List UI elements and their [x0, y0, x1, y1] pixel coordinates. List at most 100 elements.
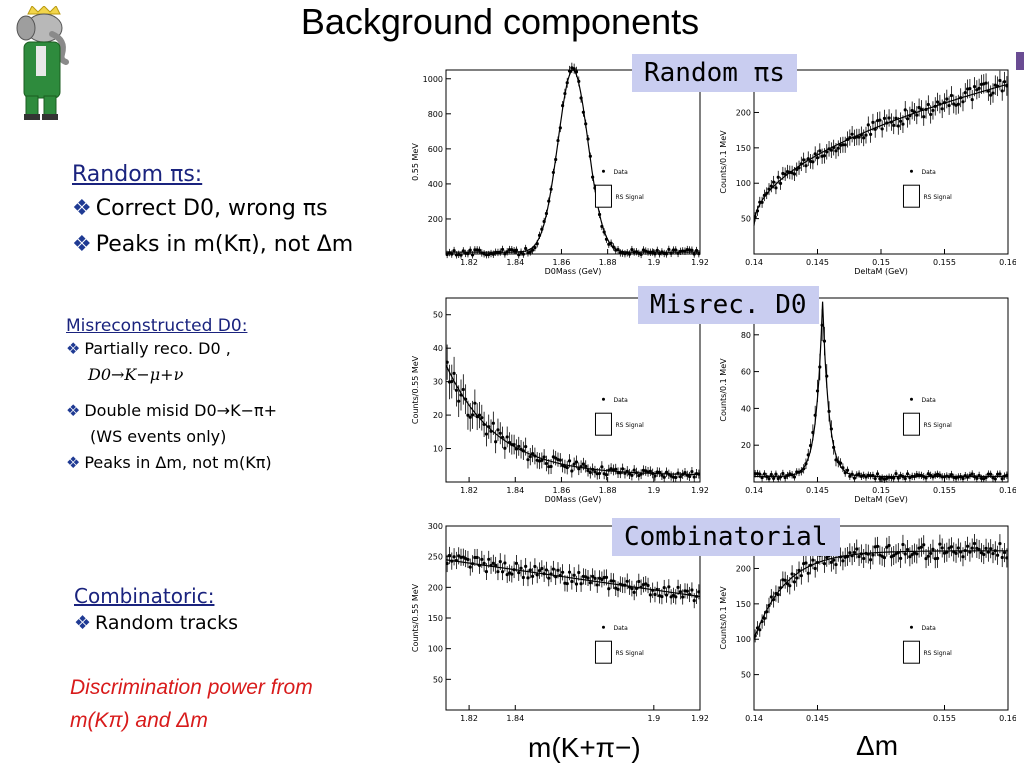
diamond-bullet-icon: ❖: [66, 401, 81, 420]
plot-frame: [753, 297, 1009, 483]
data-point: [924, 476, 928, 480]
x-tick-label: 1.9: [647, 486, 660, 495]
data-point: [769, 472, 773, 477]
data-point: [452, 248, 456, 253]
data-point: [595, 583, 599, 587]
data-point: [574, 460, 579, 464]
data-point: [892, 476, 896, 480]
legend-data-label: Data: [921, 169, 936, 176]
data-point: [468, 565, 472, 569]
data-point: [517, 444, 521, 448]
data-point: [917, 105, 921, 110]
data-point: [660, 594, 664, 599]
data-point: [998, 78, 1002, 83]
data-point: [528, 250, 532, 254]
data-point: [593, 576, 597, 580]
legend-signal-box: [902, 184, 920, 208]
data-point: [678, 590, 682, 594]
data-point: [776, 175, 780, 179]
data-point: [646, 583, 650, 588]
data-point: [864, 133, 868, 137]
data-point: [829, 148, 833, 152]
data-point: [792, 580, 797, 584]
plot-combinatorial-mass: 300 250 200 150 100 50 1.82 1.84 1.9 1.92 Counts/0…: [408, 516, 708, 744]
data-point: [781, 471, 785, 476]
list-item: ❖ Peaks in Δm, not m(Kπ): [66, 453, 272, 472]
legend-data-label: Data: [613, 169, 628, 176]
y-tick-label: 1000: [423, 75, 443, 84]
y-tick-label: 150: [736, 600, 751, 609]
data-point: [466, 413, 470, 417]
data-point: [972, 85, 977, 89]
data-point: [836, 146, 840, 150]
data-point: [778, 181, 783, 185]
x-tick-label: 1.84: [506, 714, 524, 723]
x-tick-label: 1.82: [460, 258, 478, 267]
data-point: [514, 248, 519, 252]
data-point: [657, 252, 662, 256]
diamond-bullet-icon: ❖: [66, 453, 81, 472]
axis-label-deltam: Δm: [856, 730, 899, 761]
y-tick-label: 50: [433, 311, 443, 320]
row-label-misrec: Misrec. D0: [638, 286, 819, 324]
data-point: [621, 467, 625, 471]
data-point: [852, 476, 857, 480]
y-tick-label: 50: [741, 671, 751, 680]
data-point: [975, 88, 979, 92]
data-point: [445, 252, 449, 257]
data-point: [537, 568, 542, 573]
y-tick-label: 20: [433, 411, 443, 420]
data-point: [991, 91, 995, 95]
list-item: ❖ Random tracks: [74, 612, 239, 634]
discrimination-note: Discrimination power from m(Kπ) and Δm: [70, 676, 313, 732]
data-point: [630, 473, 634, 477]
data-point: [965, 544, 970, 548]
data-point: [767, 477, 771, 481]
data-point: [998, 472, 1002, 476]
y-tick-label: 50: [433, 675, 443, 684]
data-point: [567, 459, 572, 463]
list-item: ❖ Correct D0, wrong πs: [72, 196, 328, 221]
data-point: [887, 543, 891, 548]
data-point: [1000, 555, 1004, 560]
data-point: [940, 546, 944, 550]
axis-label-mass: m(K+π−): [528, 732, 641, 763]
data-point: [524, 564, 528, 568]
x-tick-label: 1.92: [691, 714, 708, 723]
y-tick-label: 150: [428, 614, 443, 623]
data-point: [600, 465, 604, 469]
y-tick-label: 800: [428, 110, 443, 119]
data-point: [875, 472, 880, 476]
data-point: [540, 566, 544, 571]
x-axis-title: D0Mass (GeV): [545, 495, 602, 504]
data-point: [484, 569, 489, 574]
data-point: [993, 477, 997, 481]
data-point: [507, 247, 512, 252]
data-point: [905, 547, 910, 552]
x-axis-title: DeltaM (GeV): [854, 267, 908, 276]
y-axis-title: 0.55 MeV: [411, 143, 420, 181]
legend-signal-box: [902, 640, 920, 664]
data-point: [938, 473, 942, 477]
data-point: [813, 152, 817, 156]
diamond-bullet-icon: ❖: [72, 196, 92, 221]
data-point: [989, 93, 993, 97]
data-point: [544, 568, 549, 572]
data-point: [459, 253, 463, 257]
data-point: [607, 587, 611, 591]
data-point: [452, 371, 456, 376]
data-point: [896, 476, 900, 480]
data-point: [496, 428, 500, 432]
data-point: [692, 475, 696, 479]
data-point: [671, 248, 676, 252]
x-tick-label: 0.15: [872, 486, 890, 495]
legend-data-label: Data: [613, 625, 628, 632]
data-point: [697, 590, 701, 594]
y-tick-label: 40: [741, 404, 751, 413]
data-point: [667, 247, 671, 252]
data-point: [938, 542, 942, 546]
data-point: [885, 545, 889, 549]
x-tick-label: 1.9: [647, 258, 660, 267]
data-point: [526, 458, 530, 462]
data-point: [1000, 89, 1004, 93]
